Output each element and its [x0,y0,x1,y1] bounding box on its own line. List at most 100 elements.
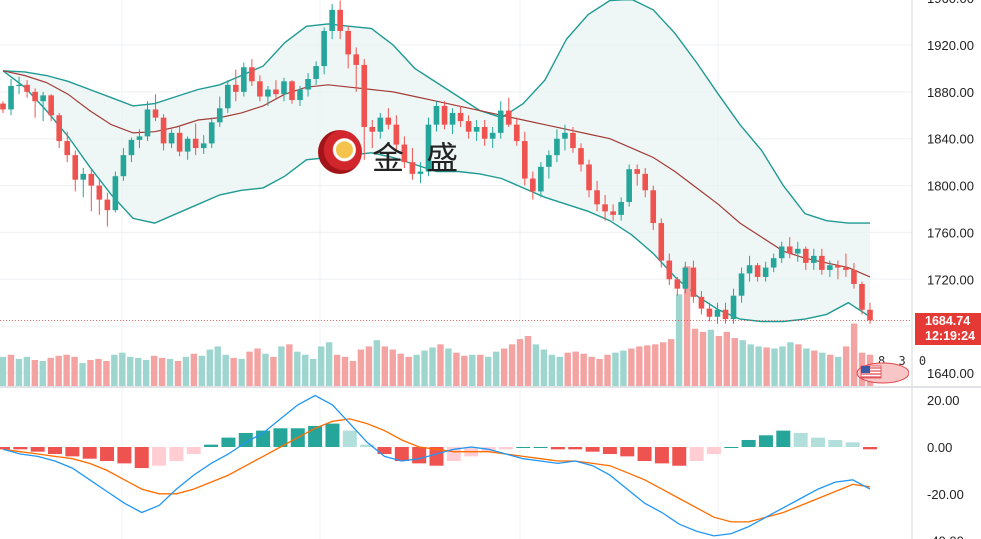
candle-body [802,248,809,263]
candle-body [851,269,857,284]
candle-body [618,201,624,215]
macd-tick-label: 0.00 [927,440,952,455]
candle [674,276,681,296]
volume-bar [723,331,731,386]
candle [802,246,809,270]
candle [241,62,247,97]
volume-bar [15,358,23,386]
candle [56,112,62,149]
bollinger-fill [3,0,870,322]
candle [706,302,713,322]
candle-body [337,9,343,31]
volume-bar [842,346,850,386]
macd-histogram-bar [204,444,219,447]
candle [481,119,488,146]
candle [192,123,199,156]
candle-body [666,260,673,280]
candle-body [465,121,472,132]
volume-bar [0,356,7,386]
macd-histogram-bar [793,432,808,447]
candle [120,148,127,181]
candle-body [297,89,303,101]
volume-bar [373,340,381,386]
candle-body [642,173,649,191]
brand-logo-text: 金 盛 [372,139,465,177]
candle [353,47,360,92]
candle [32,88,38,118]
macd-histogram-bar [377,447,392,455]
candle [409,148,416,180]
volume-bar [206,349,214,386]
candle-body [554,138,560,156]
volume-bar [564,352,571,386]
candle-body [104,199,111,211]
candle-body [401,144,408,163]
volume-bar [270,356,277,386]
candle [184,136,191,160]
candle-body [0,103,6,110]
volume-bar [95,358,102,386]
macd-histogram-bar [152,447,167,466]
macd-axis: 20.00 0.00 -20.00 -40.00 [927,393,964,539]
macd-line [2,394,871,537]
candle-body [345,30,351,55]
volume-bar [238,358,245,386]
candle-body [698,296,705,309]
macd-histogram-bar [412,447,427,464]
candle [425,117,432,177]
candle [417,162,424,184]
volume-bar [405,356,412,386]
volume-bar [325,342,333,386]
brand-logo-icon [318,130,362,174]
candle-body [473,127,480,132]
volume-bar [302,354,309,386]
macd-histogram-bar [273,428,288,447]
volume-bar [755,346,762,386]
volume-bar [71,356,78,386]
volume-bar [548,354,556,386]
candle [778,241,785,263]
volume-bar [174,361,182,386]
candle-body [843,267,849,270]
macd-histogram-bar [117,447,132,464]
candle [337,0,343,40]
price-tick-label: 1880.00 [927,85,974,100]
candle-body [690,267,697,297]
candle-body [658,223,665,261]
candle-body [160,117,167,144]
volume-bar [286,344,293,386]
candle-body [522,141,528,179]
volume-bar [55,355,62,386]
volume-bar [389,349,396,386]
macd-histogram-bar [238,432,253,447]
us-flag-icon[interactable] [853,358,909,384]
candle-body [441,105,448,125]
macd-histogram-bar [741,439,756,447]
candle-body [754,265,761,277]
candle [650,185,657,231]
candle-body [594,190,600,205]
volume-bar [381,346,388,386]
candle [369,119,376,149]
candle [8,78,14,116]
candle-body [321,30,327,67]
volume-bar [23,356,31,386]
candle [634,164,640,186]
candle [224,80,231,113]
candle [602,194,608,221]
candle-body [546,155,552,167]
candle-body [112,176,119,211]
price-tick-label: 1840.00 [927,132,974,147]
candle-body [714,309,721,317]
candle [289,80,295,104]
volume-bar [556,356,563,386]
volume-bar [652,344,659,386]
volume-bar [254,348,261,386]
volume-bar [39,361,46,386]
candle [216,96,223,127]
candle [361,59,368,160]
candle [835,260,841,280]
candle-body [738,273,745,296]
candle [88,169,95,212]
